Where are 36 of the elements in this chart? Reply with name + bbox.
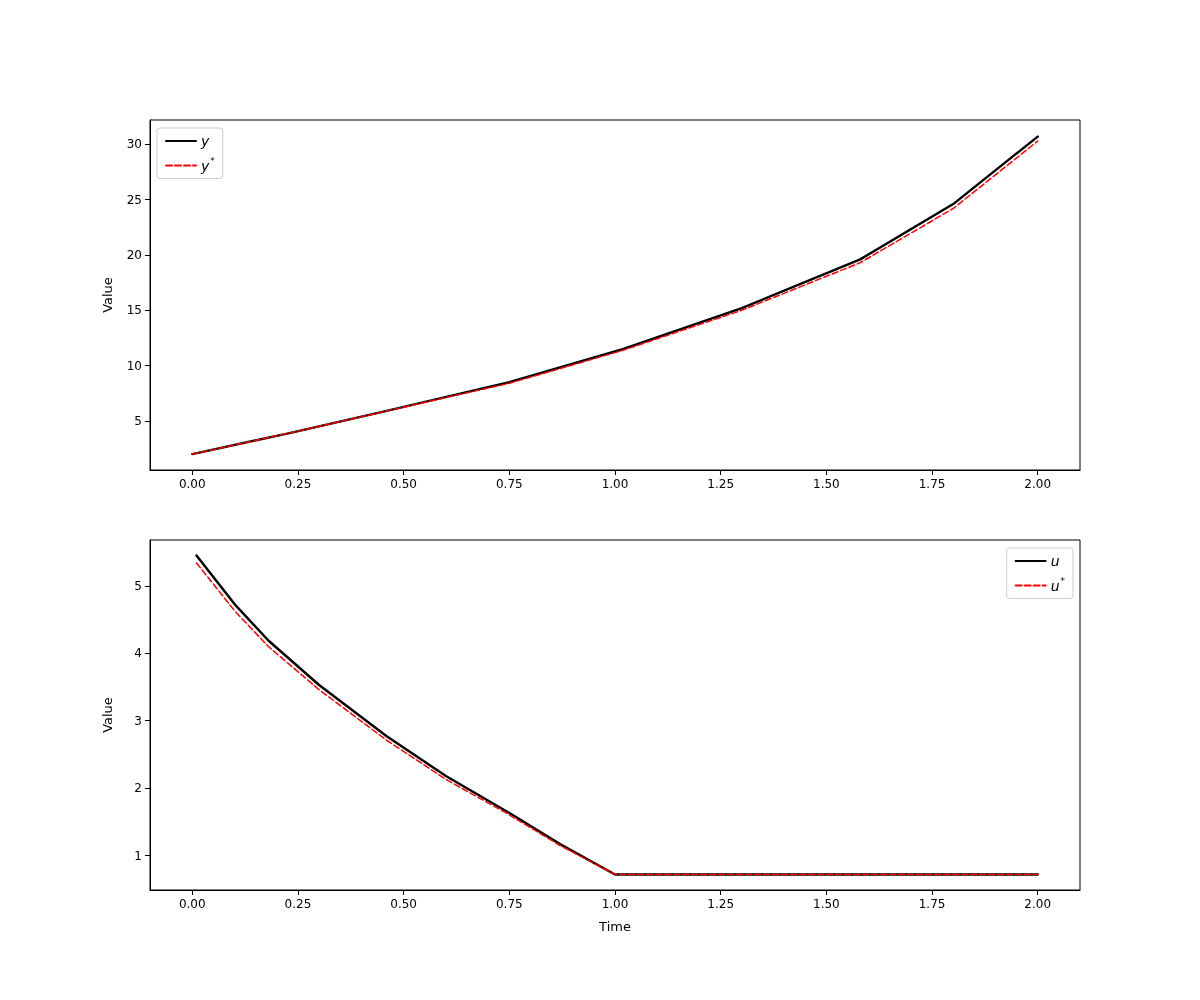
legend-label: y	[200, 133, 210, 149]
x-tick-label: 0.50	[390, 897, 417, 911]
y-tick-label: 10	[126, 358, 142, 373]
x-tick-label: 1.50	[813, 897, 840, 911]
y-axis-title: Value	[100, 277, 115, 313]
x-tick-label: 1.50	[813, 477, 840, 491]
x-tick-label: 0.25	[284, 897, 312, 911]
y-tick-label: 4	[134, 646, 142, 661]
y-tick-label: 2	[134, 781, 142, 796]
x-tick-label: 0.25	[284, 477, 312, 491]
x-tick-label: 0.75	[495, 897, 523, 911]
y-tick-label: 5	[134, 578, 142, 593]
x-tick-label: 0.00	[178, 477, 206, 491]
y-tick-label: 15	[126, 303, 142, 318]
x-axis-title: Time	[598, 919, 631, 934]
x-tick-label: 1.25	[707, 477, 735, 491]
y-tick-label: 30	[126, 137, 142, 152]
x-tick-label: 1.00	[601, 897, 629, 911]
legend-label: u	[1050, 553, 1060, 569]
y-tick-label: 5	[134, 413, 142, 428]
y-tick-label: 20	[126, 247, 142, 262]
x-tick-label: 0.00	[178, 897, 206, 911]
legend-label: y*	[200, 155, 216, 174]
x-tick-label: 1.00	[601, 477, 629, 491]
y-tick-label: 25	[126, 192, 142, 207]
legend-label: u*	[1050, 575, 1066, 594]
x-tick-label: 0.50	[390, 477, 417, 491]
x-tick-label: 2.00	[1024, 477, 1052, 491]
x-tick-label: 1.75	[918, 897, 946, 911]
y-tick-label: 3	[134, 713, 142, 728]
y-tick-label: 1	[134, 848, 142, 863]
x-tick-label: 2.00	[1024, 897, 1052, 911]
x-tick-label: 0.75	[495, 477, 523, 491]
y-axis-title: Value	[100, 697, 115, 733]
x-tick-label: 1.25	[707, 897, 735, 911]
x-tick-label: 1.75	[918, 477, 946, 491]
